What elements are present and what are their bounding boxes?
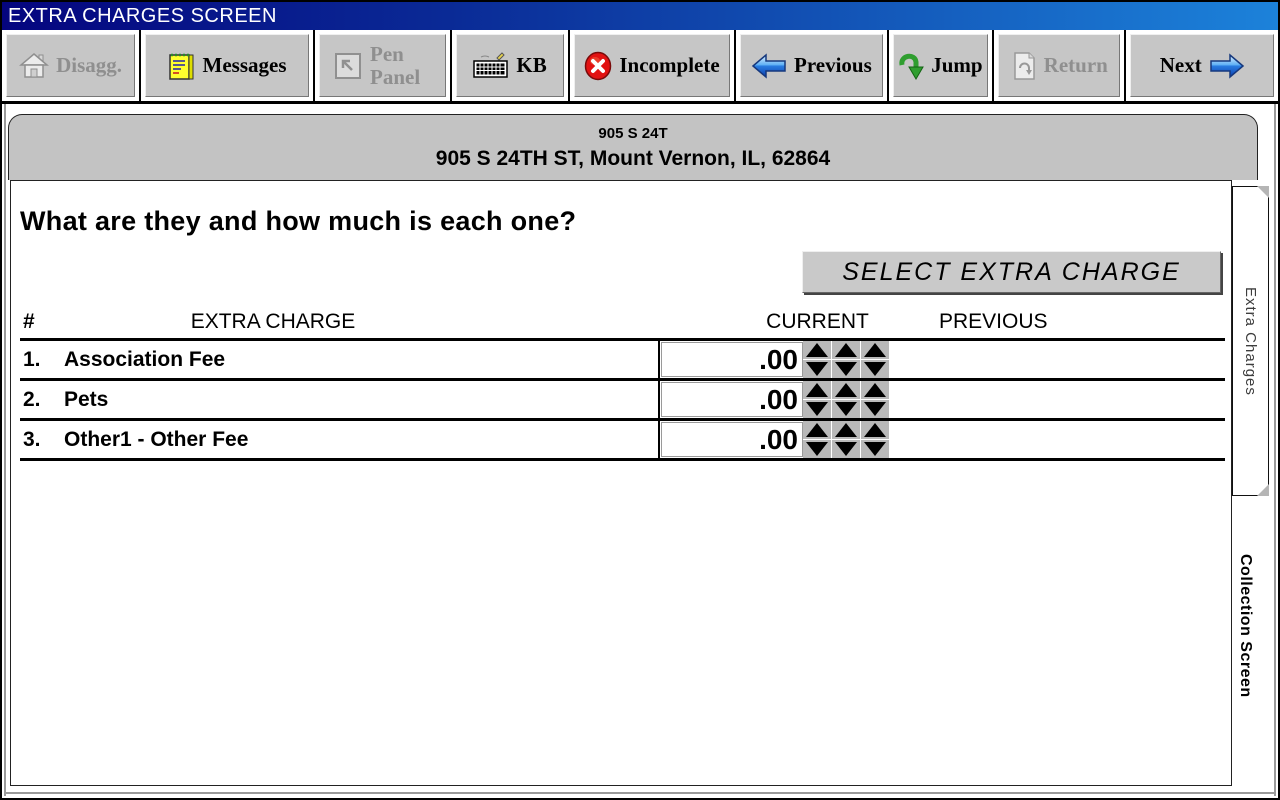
tab-fold-bottom xyxy=(1257,484,1269,496)
spin-up-hundreds-icon[interactable] xyxy=(803,381,831,399)
window-title-bar: EXTRA CHARGES SCREEN xyxy=(2,2,1278,30)
toolbar-cell: Disagg. xyxy=(2,30,142,101)
return-label: Return xyxy=(1043,53,1108,77)
previous-amount-cell xyxy=(889,341,1225,378)
tab-fold-top xyxy=(1257,186,1269,198)
pen-panel-icon xyxy=(333,51,363,81)
current-amount-field[interactable]: .00 xyxy=(661,422,803,457)
amount-spinner xyxy=(803,421,889,458)
question-text: What are they and how much is each one? xyxy=(20,206,577,236)
messages-button[interactable]: Messages xyxy=(145,34,309,97)
toolbar-cell: Messages xyxy=(141,30,315,101)
messages-label: Messages xyxy=(202,53,287,77)
kb-label: KB xyxy=(516,53,547,77)
row-number: 1. xyxy=(23,347,41,371)
pen-panel-button: Pen Panel xyxy=(318,34,447,97)
amount-spinner xyxy=(803,341,889,378)
spin-up-tens-icon[interactable] xyxy=(832,341,860,359)
tab-extra-charges-label: Extra Charges xyxy=(1242,286,1259,396)
spin-up-ones-icon[interactable] xyxy=(861,421,889,439)
toolbar-cell: Previous xyxy=(736,30,889,101)
spin-down-ones-icon[interactable] xyxy=(861,400,889,418)
toolbar: Disagg. Messages xyxy=(2,30,1278,104)
jump-label: Jump xyxy=(931,53,983,77)
spin-down-hundreds-icon[interactable] xyxy=(803,440,831,458)
select-extra-charge-label: SELECT EXTRA CHARGE xyxy=(842,257,1181,286)
previous-amount-cell xyxy=(889,421,1225,458)
table-row: 3. Other1 - Other Fee .00 xyxy=(20,421,1225,461)
row-charge-name: Other1 - Other Fee xyxy=(64,427,249,451)
spin-down-ones-icon[interactable] xyxy=(861,440,889,458)
toolbar-cell: Incomplete xyxy=(570,30,737,101)
next-label: Next xyxy=(1159,53,1202,77)
property-short-name: 905 S 24T xyxy=(598,124,668,142)
notepad-icon xyxy=(168,51,196,81)
jump-button[interactable]: Jump xyxy=(892,34,989,97)
property-header: 905 S 24T 905 S 24TH ST, Mount Vernon, I… xyxy=(8,114,1258,180)
current-amount-field[interactable]: .00 xyxy=(661,342,803,377)
tab-extra-charges[interactable]: Extra Charges xyxy=(1232,186,1269,496)
extra-charges-panel: What are they and how much is each one? … xyxy=(10,180,1232,786)
incomplete-button[interactable]: Incomplete xyxy=(574,34,731,97)
col-header-current: CURRENT xyxy=(766,309,869,333)
previous-label: Previous xyxy=(794,53,872,77)
row-charge-name: Association Fee xyxy=(64,347,226,371)
table-row: 1. Association Fee .00 xyxy=(20,341,1225,381)
spin-up-hundreds-icon[interactable] xyxy=(803,421,831,439)
spin-up-ones-icon[interactable] xyxy=(861,381,889,399)
incomplete-icon xyxy=(584,51,612,81)
spin-down-tens-icon[interactable] xyxy=(832,400,860,418)
spin-down-ones-icon[interactable] xyxy=(861,360,889,378)
kb-button[interactable]: KB xyxy=(456,34,564,97)
current-amount-cell: .00 xyxy=(658,421,803,458)
toolbar-cell: Next xyxy=(1126,30,1278,101)
incomplete-label: Incomplete xyxy=(619,53,720,77)
spin-up-tens-icon[interactable] xyxy=(832,381,860,399)
collection-screen-label: Collection Screen xyxy=(1237,554,1254,698)
amount-spinner xyxy=(803,381,889,418)
row-charge-name: Pets xyxy=(64,387,109,411)
spin-up-tens-icon[interactable] xyxy=(832,421,860,439)
col-header-name: EXTRA CHARGE xyxy=(190,309,356,333)
pen-panel-label: Pen Panel xyxy=(370,42,421,89)
table-row: 2. Pets .00 xyxy=(20,381,1225,421)
table-header-row: # EXTRA CHARGE CURRENT PREVIOUS xyxy=(20,305,1225,341)
next-button[interactable]: Next xyxy=(1130,34,1274,97)
arrow-left-icon xyxy=(751,52,787,79)
spin-down-hundreds-icon[interactable] xyxy=(803,400,831,418)
spin-up-ones-icon[interactable] xyxy=(861,341,889,359)
house-icon xyxy=(19,52,50,80)
spin-down-tens-icon[interactable] xyxy=(832,360,860,378)
current-amount-field[interactable]: .00 xyxy=(661,382,803,417)
return-icon xyxy=(1011,51,1037,81)
col-header-previous: PREVIOUS xyxy=(939,309,1048,333)
extra-charges-table: # EXTRA CHARGE CURRENT PREVIOUS 1. Assoc… xyxy=(20,305,1225,461)
row-number: 2. xyxy=(23,387,41,411)
toolbar-cell: Return xyxy=(994,30,1127,101)
jump-arrow-icon xyxy=(898,51,925,81)
property-address: 905 S 24TH ST, Mount Vernon, IL, 62864 xyxy=(435,146,831,170)
window-title: EXTRA CHARGES SCREEN xyxy=(8,5,277,27)
toolbar-cell: Jump xyxy=(889,30,995,101)
col-header-number: # xyxy=(23,309,35,333)
select-extra-charge-button[interactable]: SELECT EXTRA CHARGE xyxy=(802,251,1221,293)
disagg-button: Disagg. xyxy=(6,34,136,97)
spin-down-tens-icon[interactable] xyxy=(832,440,860,458)
previous-amount-cell xyxy=(889,381,1225,418)
disagg-label: Disagg. xyxy=(56,53,123,77)
toolbar-cell: KB xyxy=(452,30,570,101)
arrow-right-icon xyxy=(1209,52,1245,79)
spin-up-hundreds-icon[interactable] xyxy=(803,341,831,359)
keyboard-icon xyxy=(473,51,509,81)
screen-body: 905 S 24T 905 S 24TH ST, Mount Vernon, I… xyxy=(2,104,1278,796)
toolbar-cell: Pen Panel xyxy=(315,30,453,101)
return-button: Return xyxy=(998,34,1121,97)
spin-down-hundreds-icon[interactable] xyxy=(803,360,831,378)
row-number: 3. xyxy=(23,427,41,451)
current-amount-cell: .00 xyxy=(658,381,803,418)
current-amount-cell: .00 xyxy=(658,341,803,378)
previous-button[interactable]: Previous xyxy=(740,34,883,97)
